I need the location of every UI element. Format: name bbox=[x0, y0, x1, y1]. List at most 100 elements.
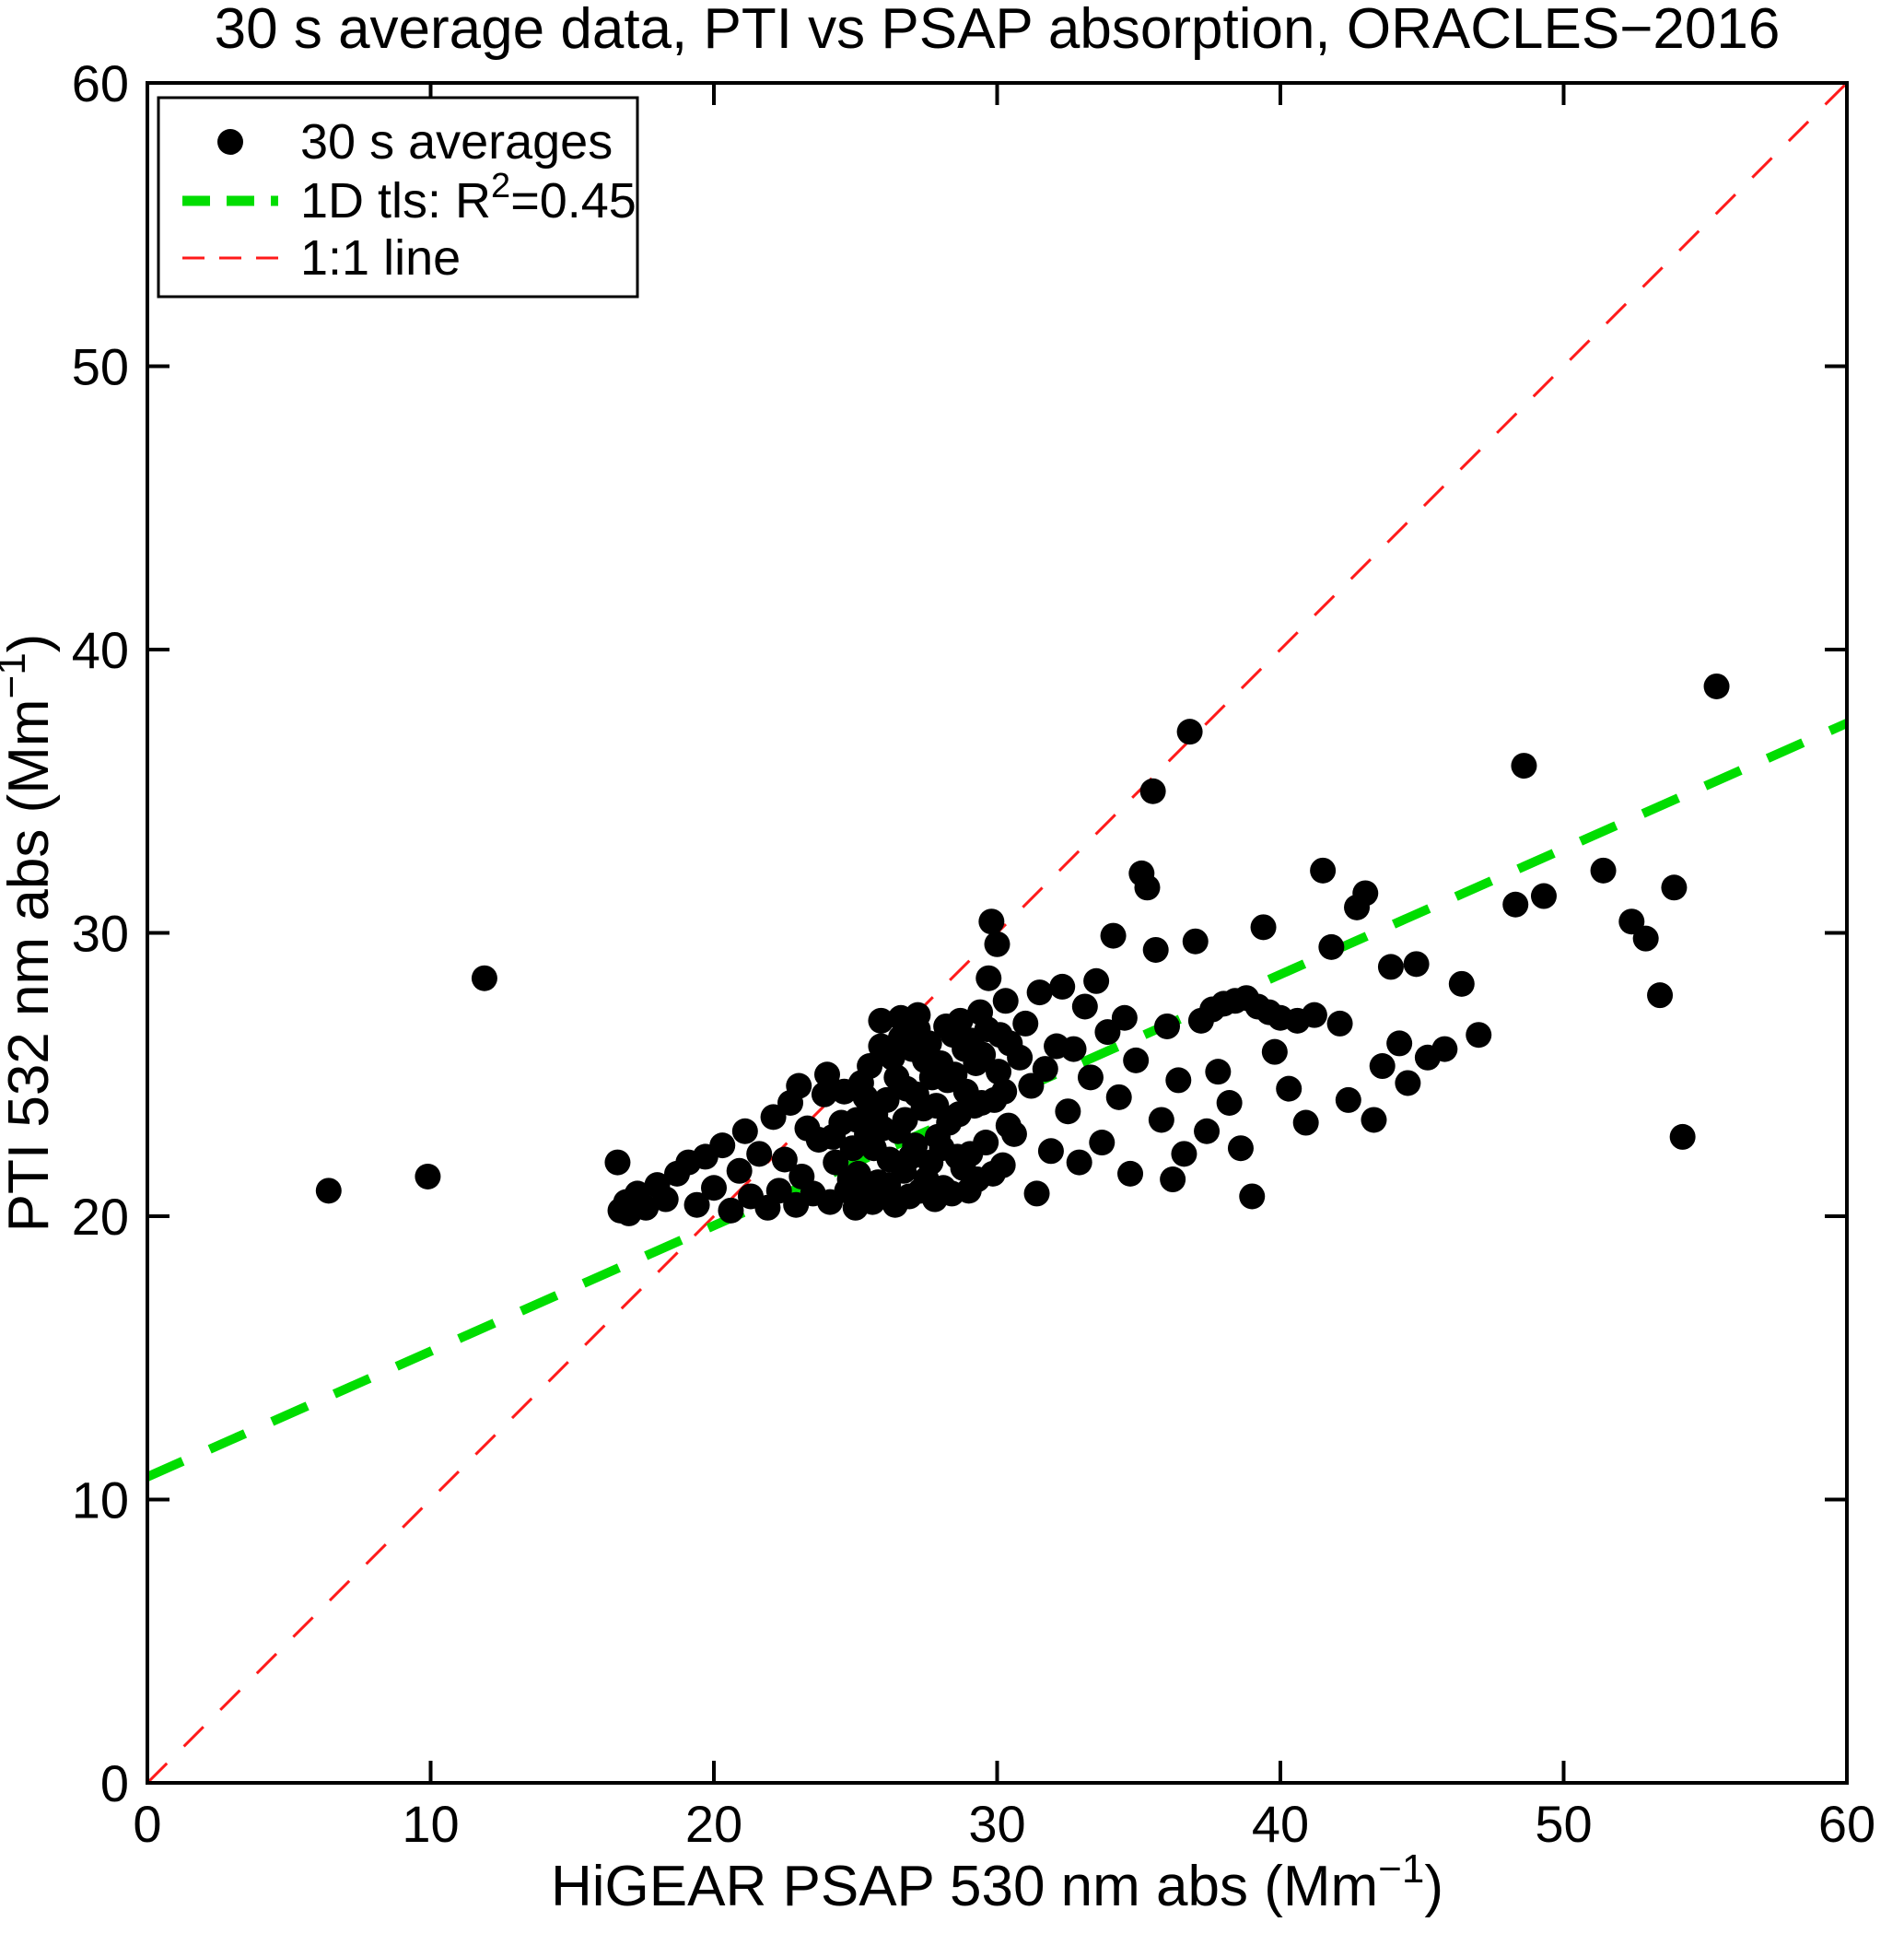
scatter-point bbox=[1105, 1084, 1132, 1110]
scatter-point bbox=[1369, 1053, 1396, 1080]
scatter-point bbox=[1403, 951, 1430, 978]
legend-label: 1D tls: R2=0.45 bbox=[300, 167, 637, 229]
scatter-point bbox=[718, 1197, 744, 1224]
scatter-point bbox=[1590, 857, 1617, 884]
scatter-point bbox=[957, 1141, 984, 1167]
scatter-point bbox=[1377, 954, 1404, 980]
scatter-point bbox=[1171, 1141, 1197, 1167]
y-tick-label: 60 bbox=[72, 54, 129, 112]
scatter-point bbox=[978, 908, 1005, 935]
scatter-point bbox=[1395, 1070, 1421, 1096]
scatter-point bbox=[879, 1044, 905, 1071]
scatter-point bbox=[415, 1163, 441, 1189]
scatter-point bbox=[1139, 778, 1166, 804]
scatter-point bbox=[1000, 1120, 1027, 1147]
scatter-point bbox=[892, 1107, 918, 1133]
x-tick-label: 50 bbox=[1535, 1795, 1592, 1853]
scatter-point bbox=[1148, 1107, 1174, 1133]
scatter-point bbox=[1318, 933, 1345, 960]
scatter-point bbox=[683, 1191, 710, 1218]
scatter-point bbox=[1205, 1059, 1232, 1085]
scatter-point bbox=[765, 1178, 792, 1204]
scatter-point bbox=[1216, 1090, 1243, 1116]
scatter-point bbox=[1160, 1166, 1186, 1193]
scatter-point bbox=[786, 1072, 812, 1099]
scatter-point bbox=[811, 1081, 837, 1107]
scatter-point bbox=[1055, 1098, 1081, 1125]
scatter-point bbox=[633, 1194, 660, 1221]
scatter-point bbox=[746, 1141, 773, 1167]
scatter-point bbox=[1023, 1180, 1050, 1207]
scatter-point bbox=[1618, 908, 1645, 935]
scatter-point bbox=[986, 1059, 1012, 1085]
y-tick-label: 50 bbox=[72, 338, 129, 396]
scatter-point bbox=[1066, 1149, 1092, 1176]
legend-label: 1:1 line bbox=[300, 230, 461, 286]
scatter-point bbox=[883, 1064, 910, 1091]
scatter-point bbox=[820, 1123, 847, 1150]
plot-area bbox=[147, 83, 1847, 1783]
y-tick-label: 30 bbox=[72, 905, 129, 963]
y-tick-label: 40 bbox=[72, 621, 129, 679]
scatter-point bbox=[701, 1175, 727, 1201]
x-tick-label: 40 bbox=[1252, 1795, 1309, 1853]
scatter-point bbox=[968, 1090, 995, 1116]
scatter-point bbox=[1071, 993, 1098, 1020]
scatter-point bbox=[974, 1016, 1000, 1043]
scatter-point bbox=[1352, 880, 1379, 907]
scatter-point bbox=[1431, 1036, 1458, 1062]
scatter-point bbox=[1310, 857, 1337, 884]
scatter-point bbox=[831, 1078, 858, 1105]
scatter-point bbox=[1661, 874, 1688, 901]
scatter-point bbox=[1448, 970, 1475, 997]
scatter-point bbox=[1026, 979, 1053, 1006]
scatter-series bbox=[315, 673, 1730, 1226]
scatter-point bbox=[963, 1049, 989, 1076]
scatter-point bbox=[471, 965, 497, 991]
x-tick-label: 20 bbox=[685, 1795, 742, 1853]
scatter-point bbox=[836, 1166, 863, 1193]
scatter-point bbox=[1100, 922, 1127, 949]
scatter-point bbox=[1018, 1072, 1045, 1099]
scatter-point bbox=[1037, 1138, 1064, 1165]
scatter-point bbox=[1632, 925, 1659, 952]
scatter-point bbox=[903, 1081, 929, 1107]
scatter-point bbox=[1176, 719, 1203, 745]
scatter-point bbox=[1466, 1022, 1492, 1049]
scatter-point bbox=[991, 1078, 1018, 1105]
scatter-point bbox=[1647, 982, 1674, 1009]
x-axis-label: HiGEAR PSAP 530 nm abs (Mm−1) bbox=[551, 1846, 1443, 1918]
scatter-point bbox=[873, 1086, 900, 1113]
scatter-point bbox=[869, 1115, 895, 1142]
scatter-point bbox=[731, 1118, 758, 1144]
scatter-point bbox=[1154, 1013, 1180, 1039]
scatter-point bbox=[1292, 1109, 1319, 1136]
scatter-point bbox=[1077, 1064, 1104, 1091]
scatter-point bbox=[1182, 928, 1209, 955]
scatter-point bbox=[1123, 1047, 1150, 1073]
scatter-point bbox=[1386, 1030, 1413, 1057]
scatter-point bbox=[1276, 1075, 1302, 1102]
scatter-point bbox=[984, 931, 1010, 957]
scatter-point bbox=[875, 1172, 902, 1199]
scatter-point bbox=[1511, 753, 1537, 779]
scatter-point bbox=[1194, 1118, 1221, 1144]
scatter-point bbox=[1703, 673, 1730, 699]
scatter-point bbox=[1361, 1107, 1387, 1133]
x-tick-label: 10 bbox=[402, 1795, 459, 1853]
scatter-point bbox=[1165, 1067, 1192, 1094]
scatter-point bbox=[1012, 1010, 1039, 1037]
scatter-point bbox=[1335, 1086, 1361, 1113]
scatter-point bbox=[315, 1178, 342, 1204]
scatter-point bbox=[1117, 1160, 1144, 1187]
scatter-point bbox=[1326, 1010, 1353, 1037]
scatter-point bbox=[1530, 883, 1557, 909]
scatter-point bbox=[1502, 891, 1529, 918]
scatter-point bbox=[1111, 1004, 1138, 1031]
scatter-point bbox=[934, 1067, 961, 1094]
scatter-point bbox=[868, 1007, 894, 1034]
scatter-point bbox=[844, 1107, 870, 1133]
